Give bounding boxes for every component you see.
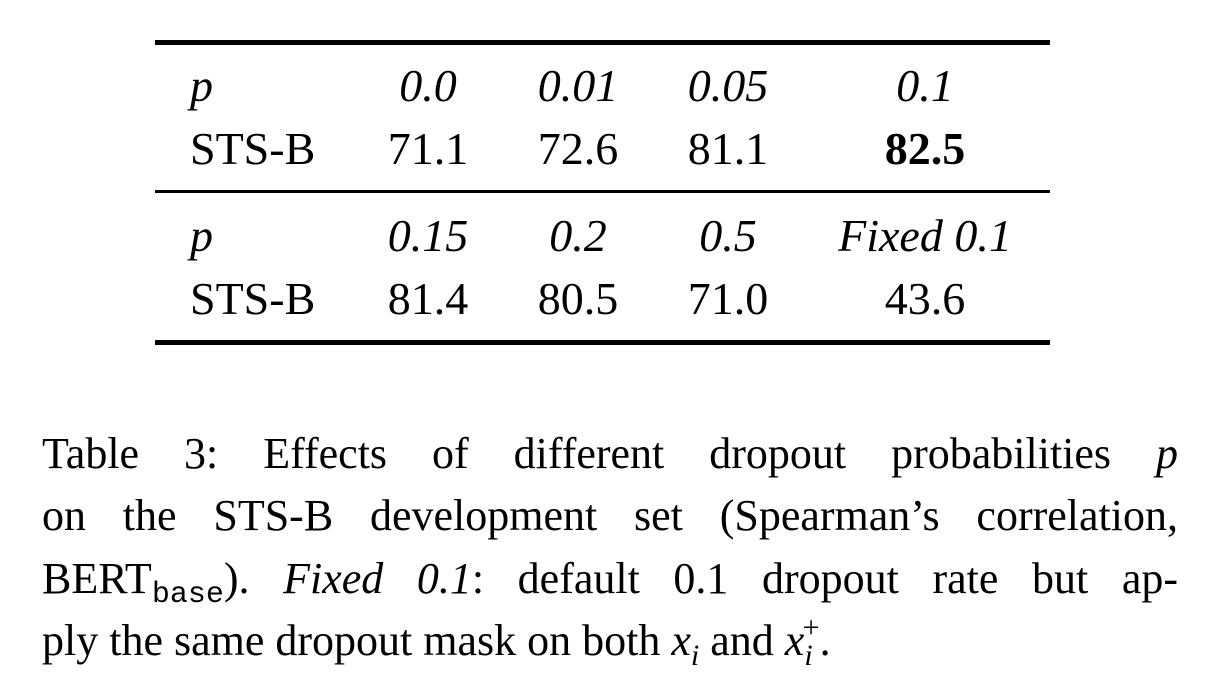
- top-rule: [155, 40, 1050, 45]
- caption-line: Table 3: Effects of different dropout pr…: [42, 432, 1178, 476]
- cell: 81.4: [387, 273, 469, 325]
- header-cell: Fixed 0.1: [838, 210, 1012, 262]
- caption-text: BERT: [42, 554, 152, 603]
- bottom-rule: [155, 340, 1050, 345]
- caption-subscript: base: [151, 578, 224, 612]
- caption-text: ply the same dropout mask on both: [42, 616, 672, 665]
- caption-math-sup: +: [802, 611, 820, 644]
- caption-label: Table 3:: [42, 429, 219, 478]
- caption-line: on the STS-B development set (Spearman’s…: [42, 494, 1178, 538]
- caption-text: and: [699, 616, 785, 665]
- caption-text: on the STS-B development set (Spearman’s…: [42, 491, 1178, 540]
- caption-text: Effects of different dropout probabiliti…: [218, 429, 1157, 478]
- caption-math-sub: i: [690, 639, 700, 672]
- caption-math-sub: i: [804, 639, 813, 672]
- header-cell: 0.0: [399, 60, 457, 112]
- caption-math: x: [671, 616, 691, 665]
- cell: 71.0: [687, 273, 769, 325]
- mid-rule: [155, 190, 1050, 193]
- header-cell: 0.01: [537, 60, 619, 112]
- header-cell: 0.2: [549, 210, 607, 262]
- header-cell: p: [190, 210, 213, 262]
- caption-italic: Fixed 0.1: [283, 554, 472, 603]
- caption-text: .: [819, 616, 831, 665]
- header-cell: 0.1: [896, 60, 954, 112]
- cell: 43.6: [884, 273, 966, 325]
- header-cell: 0.5: [699, 210, 757, 262]
- caption-math: p: [1156, 429, 1179, 478]
- row-label: STS-B: [190, 123, 316, 175]
- cell: 72.6: [537, 123, 619, 175]
- caption-math: x: [784, 616, 805, 665]
- header-cell: p: [190, 60, 213, 112]
- caption-text: ).: [223, 554, 284, 603]
- cell: 71.1: [387, 123, 469, 175]
- header-cell: 0.05: [687, 60, 769, 112]
- cell: 81.1: [687, 123, 769, 175]
- caption-text: : default 0.1 dropout rate but ap-: [471, 554, 1178, 603]
- header-cell: 0.15: [387, 210, 469, 262]
- row-label: STS-B: [190, 273, 316, 325]
- caption-line: BERTbase). Fixed 0.1: default 0.1 dropou…: [42, 554, 1178, 611]
- caption-line: ply the same dropout mask on both xi and…: [42, 613, 1178, 671]
- cell-best: 82.5: [884, 123, 966, 175]
- cell: 80.5: [537, 273, 619, 325]
